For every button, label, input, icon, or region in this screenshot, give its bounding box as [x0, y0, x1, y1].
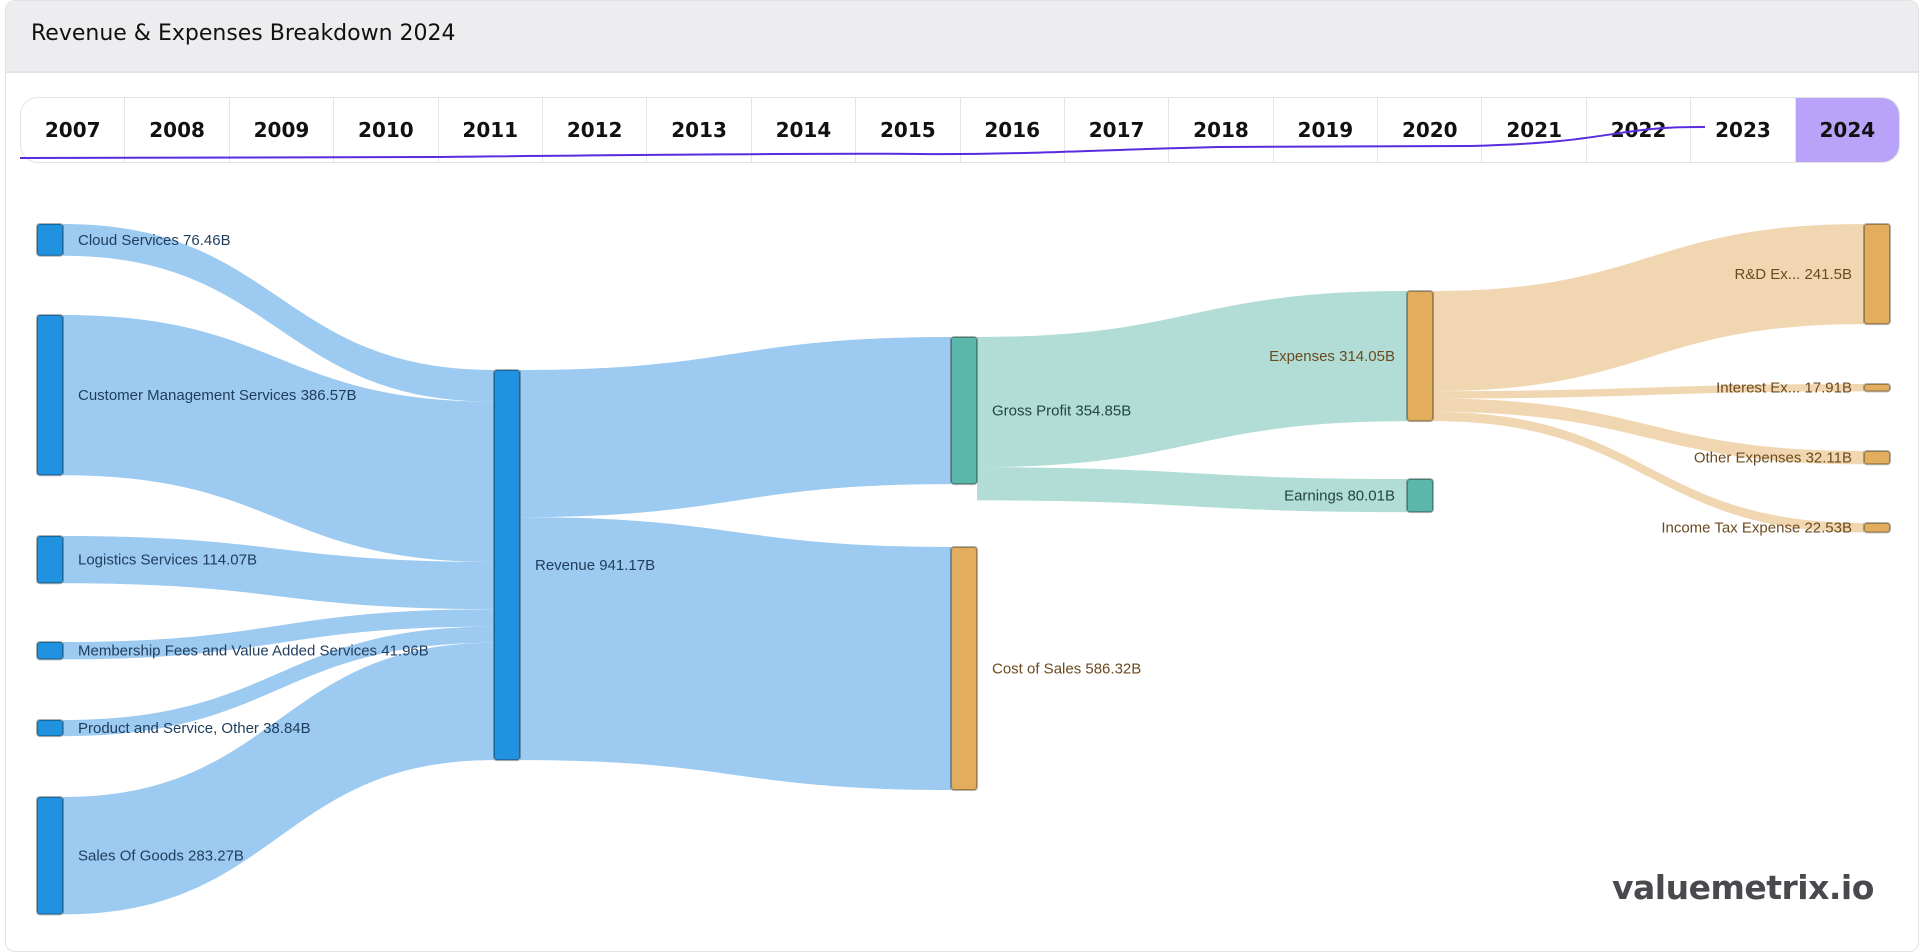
- node-gp[interactable]: [950, 336, 978, 486]
- link-gp-earnings[interactable]: [977, 467, 1407, 513]
- link-expenses-interest[interactable]: [1433, 384, 1864, 399]
- node-label-rd: R&D Ex... 241.5B: [1734, 266, 1852, 283]
- link-revenue-cos[interactable]: [520, 517, 951, 791]
- node-label-revenue: Revenue 941.17B: [535, 557, 655, 574]
- node-label-interest: Interest Ex... 17.91B: [1716, 380, 1852, 397]
- card-header: Revenue & Expenses Breakdown 2024: [6, 1, 1918, 73]
- node-cloud[interactable]: [36, 223, 64, 257]
- node-label-cloud: Cloud Services 76.46B: [78, 232, 231, 249]
- node-label-product: Product and Service, Other 38.84B: [78, 720, 311, 737]
- node-other[interactable]: [1863, 450, 1891, 466]
- link-goods-revenue[interactable]: [63, 642, 494, 915]
- node-label-earnings: Earnings 80.01B: [1284, 488, 1395, 505]
- node-tax[interactable]: [1863, 522, 1891, 534]
- page-title: Revenue & Expenses Breakdown 2024: [31, 21, 456, 46]
- valuemetrix-logo: valuemetrix.io: [1612, 868, 1874, 907]
- link-cloud-revenue[interactable]: [63, 224, 494, 402]
- link-cms-revenue[interactable]: [63, 315, 494, 562]
- node-interest[interactable]: [1863, 383, 1891, 393]
- node-earnings[interactable]: [1406, 478, 1434, 514]
- node-revenue[interactable]: [493, 369, 521, 762]
- link-revenue-gp[interactable]: [520, 337, 951, 518]
- link-expenses-rd[interactable]: [1433, 224, 1864, 392]
- node-goods[interactable]: [36, 796, 64, 916]
- node-cms[interactable]: [36, 314, 64, 477]
- node-label-membership: Membership Fees and Value Added Services…: [78, 643, 429, 660]
- link-gp-expenses[interactable]: [977, 291, 1407, 468]
- link-expenses-tax[interactable]: [1433, 411, 1864, 533]
- node-label-expenses: Expenses 314.05B: [1269, 348, 1395, 365]
- node-membership[interactable]: [36, 641, 64, 661]
- node-label-cms: Customer Management Services 386.57B: [78, 387, 356, 404]
- node-label-goods: Sales Of Goods 283.27B: [78, 848, 244, 865]
- link-product-revenue[interactable]: [63, 626, 494, 737]
- year-tab-2024[interactable]: 2024: [1795, 98, 1899, 162]
- node-label-logistics: Logistics Services 114.07B: [78, 552, 257, 569]
- link-logistics-revenue[interactable]: [63, 536, 494, 610]
- link-membership-revenue[interactable]: [63, 609, 494, 660]
- link-expenses-other[interactable]: [1433, 398, 1864, 465]
- node-product[interactable]: [36, 719, 64, 738]
- node-label-gp: Gross Profit 354.85B: [992, 403, 1131, 420]
- node-label-tax: Income Tax Expense 22.53B: [1661, 520, 1852, 537]
- node-label-cos: Cost of Sales 586.32B: [992, 661, 1141, 678]
- node-label-other: Other Expenses 32.11B: [1694, 450, 1852, 467]
- node-logistics[interactable]: [36, 535, 64, 585]
- year-tab-2023[interactable]: 2023: [1691, 98, 1796, 162]
- node-cos[interactable]: [950, 546, 978, 792]
- node-rd[interactable]: [1863, 223, 1891, 326]
- node-expenses[interactable]: [1406, 290, 1434, 423]
